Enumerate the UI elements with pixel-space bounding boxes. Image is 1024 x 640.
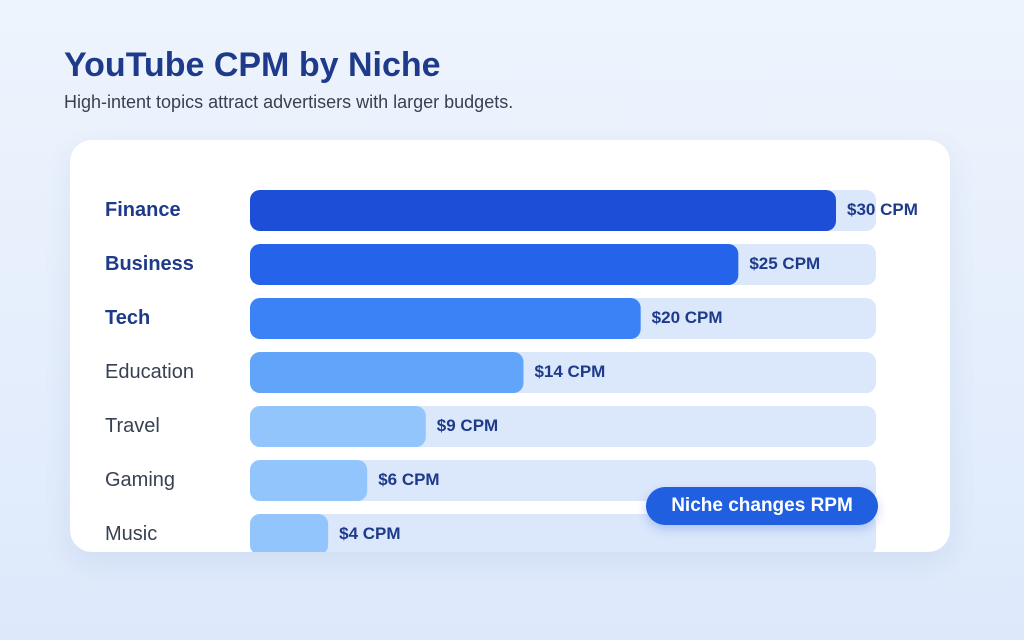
data-label-education: $14 CPM bbox=[534, 362, 605, 381]
category-label-music: Music bbox=[105, 523, 157, 545]
data-label-music: $4 CPM bbox=[339, 524, 400, 543]
data-label-travel: $9 CPM bbox=[437, 416, 498, 435]
chart-subtitle: High-intent topics attract advertisers w… bbox=[64, 92, 514, 112]
category-label-gaming: Gaming bbox=[105, 469, 175, 491]
data-label-tech: $20 CPM bbox=[652, 308, 723, 327]
bar-tech bbox=[250, 298, 641, 339]
bar-row-business: Business $25 CPM bbox=[105, 244, 876, 285]
category-label-business: Business bbox=[105, 253, 194, 275]
chart-title: YouTube CPM by Niche bbox=[64, 46, 441, 84]
chart-card: Finance $30 CPM Business $25 CPM Tech $20 CPM… bbox=[70, 140, 950, 552]
bar-education bbox=[250, 352, 524, 393]
bar-row-tech: Tech $20 CPM bbox=[105, 298, 876, 339]
niche-callout-badge: Niche changes RPM bbox=[646, 487, 878, 525]
bar-gaming bbox=[250, 460, 368, 501]
bar-row-finance: Finance $30 CPM bbox=[105, 190, 918, 231]
data-label-finance: $30 CPM bbox=[847, 200, 918, 219]
bar-business bbox=[250, 244, 739, 285]
category-label-education: Education bbox=[105, 361, 194, 383]
bar-travel bbox=[250, 406, 426, 447]
data-label-business: $25 CPM bbox=[749, 254, 820, 273]
bar-finance bbox=[250, 190, 836, 231]
bar-chart: Finance $30 CPM Business $25 CPM Tech $20 CPM… bbox=[105, 190, 918, 552]
bar-music bbox=[250, 514, 329, 552]
bar-row-travel: Travel $9 CPM bbox=[105, 406, 876, 447]
bar-row-education: Education $14 CPM bbox=[105, 352, 876, 393]
data-label-gaming: $6 CPM bbox=[378, 470, 439, 489]
category-label-finance: Finance bbox=[105, 199, 181, 221]
category-label-tech: Tech bbox=[105, 307, 150, 329]
category-label-travel: Travel bbox=[105, 415, 160, 437]
